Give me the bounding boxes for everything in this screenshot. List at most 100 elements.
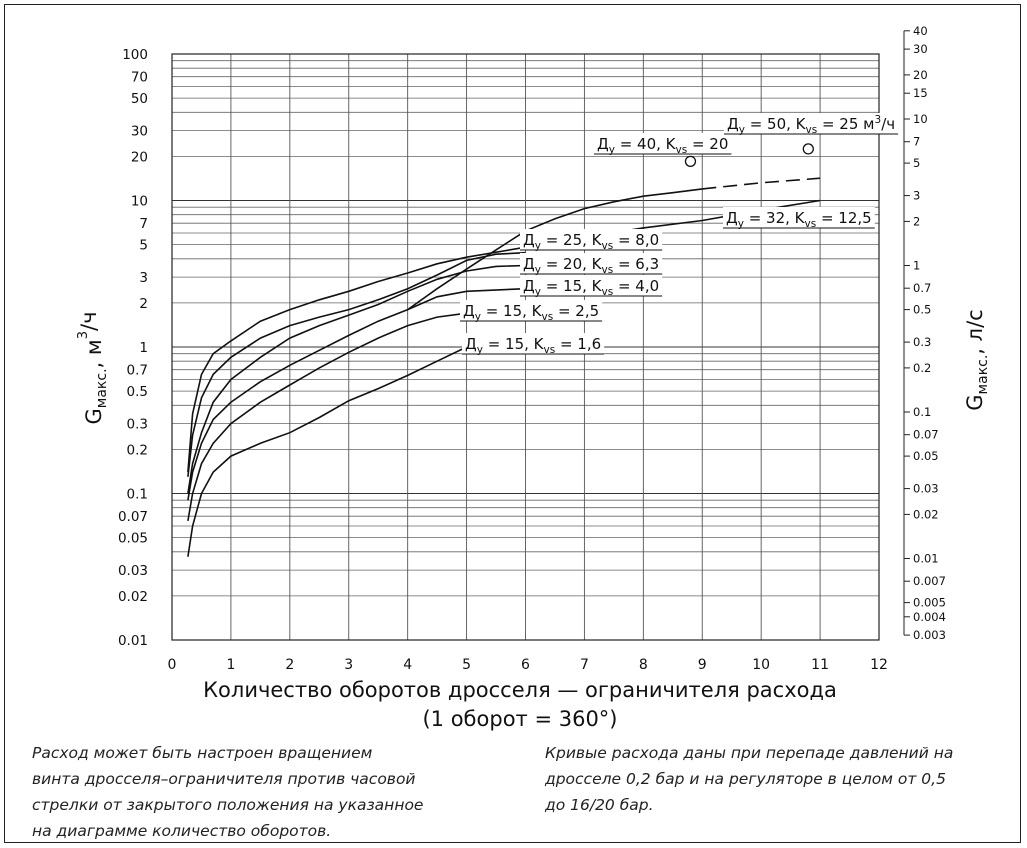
y-tick-label-left: 0.5 (127, 384, 148, 400)
series-label-part: Д (597, 135, 609, 153)
series-curve (187, 346, 467, 557)
y-tick-label-right: 0.05 (913, 449, 939, 463)
series-label-bg (460, 300, 603, 321)
y-tick-label-right: 10 (913, 112, 928, 126)
series-label-part: Д (523, 231, 535, 249)
series-label-bg (462, 333, 605, 354)
series-label-part: = 2,5 (553, 302, 599, 320)
note-left-line: винта дросселя–ограничителя против часов… (32, 770, 416, 788)
series-label-bg (520, 253, 663, 274)
axis-title-part: , м (82, 339, 106, 368)
y-tick-label-right: 7 (913, 135, 920, 149)
series-label-part: /ч (881, 115, 895, 133)
series-label-part: = 32, K (744, 209, 806, 227)
axis-title-part: макс. (94, 368, 110, 408)
y-tick-label-right: 5 (913, 156, 920, 170)
series-label-part: y (535, 240, 541, 252)
x-tick-label: 12 (870, 657, 888, 673)
y-tick-label-right: 30 (913, 42, 928, 56)
series-label-text: Дy = 20, Kvs = 6,3 (523, 255, 659, 276)
y-tick-label-right: 0.07 (913, 428, 939, 442)
x-tick-label: 9 (698, 657, 707, 673)
series-curve (187, 251, 526, 477)
y-tick-label-left: 0.01 (118, 633, 148, 649)
y-tick-label-right: 0.004 (913, 610, 946, 624)
axis-title-part: макс. (975, 355, 991, 395)
series-curve (407, 188, 703, 311)
y-tick-label-left: 0.07 (118, 509, 148, 525)
series-curve (187, 199, 821, 473)
y-tick-label-right: 0.02 (913, 507, 939, 521)
series-label-part: vs (676, 144, 688, 156)
series-label-part: Д (726, 209, 738, 227)
note-right-line: Кривые расхода даны при перепаде давлени… (545, 744, 954, 762)
x-tick-label: 0 (168, 657, 177, 673)
y-tick-label-right: 20 (913, 68, 928, 82)
x-tick-label: 10 (752, 657, 770, 673)
y-tick-label-right: 0.3 (913, 335, 931, 349)
x-tick-label: 8 (639, 657, 648, 673)
y-tick-label-right: 15 (913, 86, 928, 100)
y-tick-label-right: 1 (913, 259, 920, 273)
x-tick-label: 2 (285, 657, 294, 673)
note-left-line: на диаграмме количество оборотов. (32, 822, 332, 840)
x-tick-label: 4 (403, 657, 412, 673)
series-label-bg (520, 275, 663, 296)
series-label-part: y (477, 344, 483, 356)
series-label-part: = 25, K (541, 231, 603, 249)
series-label-part: y (535, 286, 541, 298)
series-label-part: Д (523, 277, 535, 295)
y-tick-label-left: 0.3 (127, 417, 148, 433)
note-left: Расход может быть настроен вращением вин… (32, 740, 423, 844)
note-left-line: стрелки от закрытого положения на указан… (32, 796, 424, 814)
note-right-line: до 16/20 бар. (545, 796, 654, 814)
series-label-part: y (739, 124, 745, 136)
series-label-part: = 15, K (483, 335, 545, 353)
series-label-bg (520, 229, 663, 250)
axis-title-part: /ч (77, 312, 101, 331)
y-tick-label-right: 0.003 (913, 628, 946, 642)
series-label-text: Дy = 15, Kvs = 2,5 (463, 302, 599, 323)
series-marker (802, 143, 814, 155)
series-label-part: vs (544, 344, 556, 356)
series-label-part: Д (727, 115, 739, 133)
note-right-line: дросселе 0,2 бар и на регуляторе в целом… (545, 770, 946, 788)
plot-area (171, 53, 880, 641)
y-tick-label-left: 0.2 (127, 442, 148, 458)
series-label-part: Д (463, 302, 475, 320)
y-tick-label-right: 0.7 (913, 281, 931, 295)
axis-title-part: G (82, 408, 106, 424)
series-label-part: vs (806, 124, 818, 136)
x-tick-label: 1 (226, 657, 235, 673)
y-tick-label-left: 7 (139, 216, 148, 232)
series-label: Дy = 15, Kvs = 4,0 (520, 275, 663, 298)
series-label-part: м (858, 115, 874, 133)
y-tick-label-right: 0.2 (913, 361, 931, 375)
y-tick-label-right: 3 (913, 189, 920, 203)
series-label-part: = 40, K (615, 135, 677, 153)
series-label-text: Дy = 32, Kvs = 12,5 (726, 209, 872, 230)
y-tick-label-left: 0.03 (118, 563, 148, 579)
series-label: Дy = 15, Kvs = 1,6 (462, 333, 605, 356)
series-label: Дy = 25, Kvs = 8,0 (520, 229, 663, 252)
series-label-part: = 25 (817, 115, 858, 133)
y-tick-label-right: 0.1 (913, 405, 931, 419)
y-tick-label-left: 0.1 (127, 487, 148, 503)
x-tick-label: 5 (462, 657, 471, 673)
axis-title-part: , л/с (963, 309, 987, 354)
series-label-part: vs (602, 240, 614, 252)
series-curve (187, 287, 526, 501)
series-label: Дy = 40, Kvs = 20 (594, 133, 732, 156)
x-tick-label: 6 (521, 657, 530, 673)
series-curve (187, 264, 526, 494)
y-tick-label-left: 2 (139, 296, 148, 312)
y-tick-label-right: 0.03 (913, 482, 939, 496)
y-axis-title-left: Gмакс., м3/ч (76, 312, 110, 425)
note-right: Кривые расхода даны при перепаде давлени… (545, 740, 953, 818)
series-label-bg (594, 133, 732, 154)
y-axis-title-right: Gмакс., л/с (963, 309, 991, 410)
series-label-text: Дy = 25, Kvs = 8,0 (523, 231, 659, 252)
series-label-part: y (475, 311, 481, 323)
x-tick-label: 7 (580, 657, 589, 673)
y-tick-label-left: 0.7 (127, 363, 148, 379)
